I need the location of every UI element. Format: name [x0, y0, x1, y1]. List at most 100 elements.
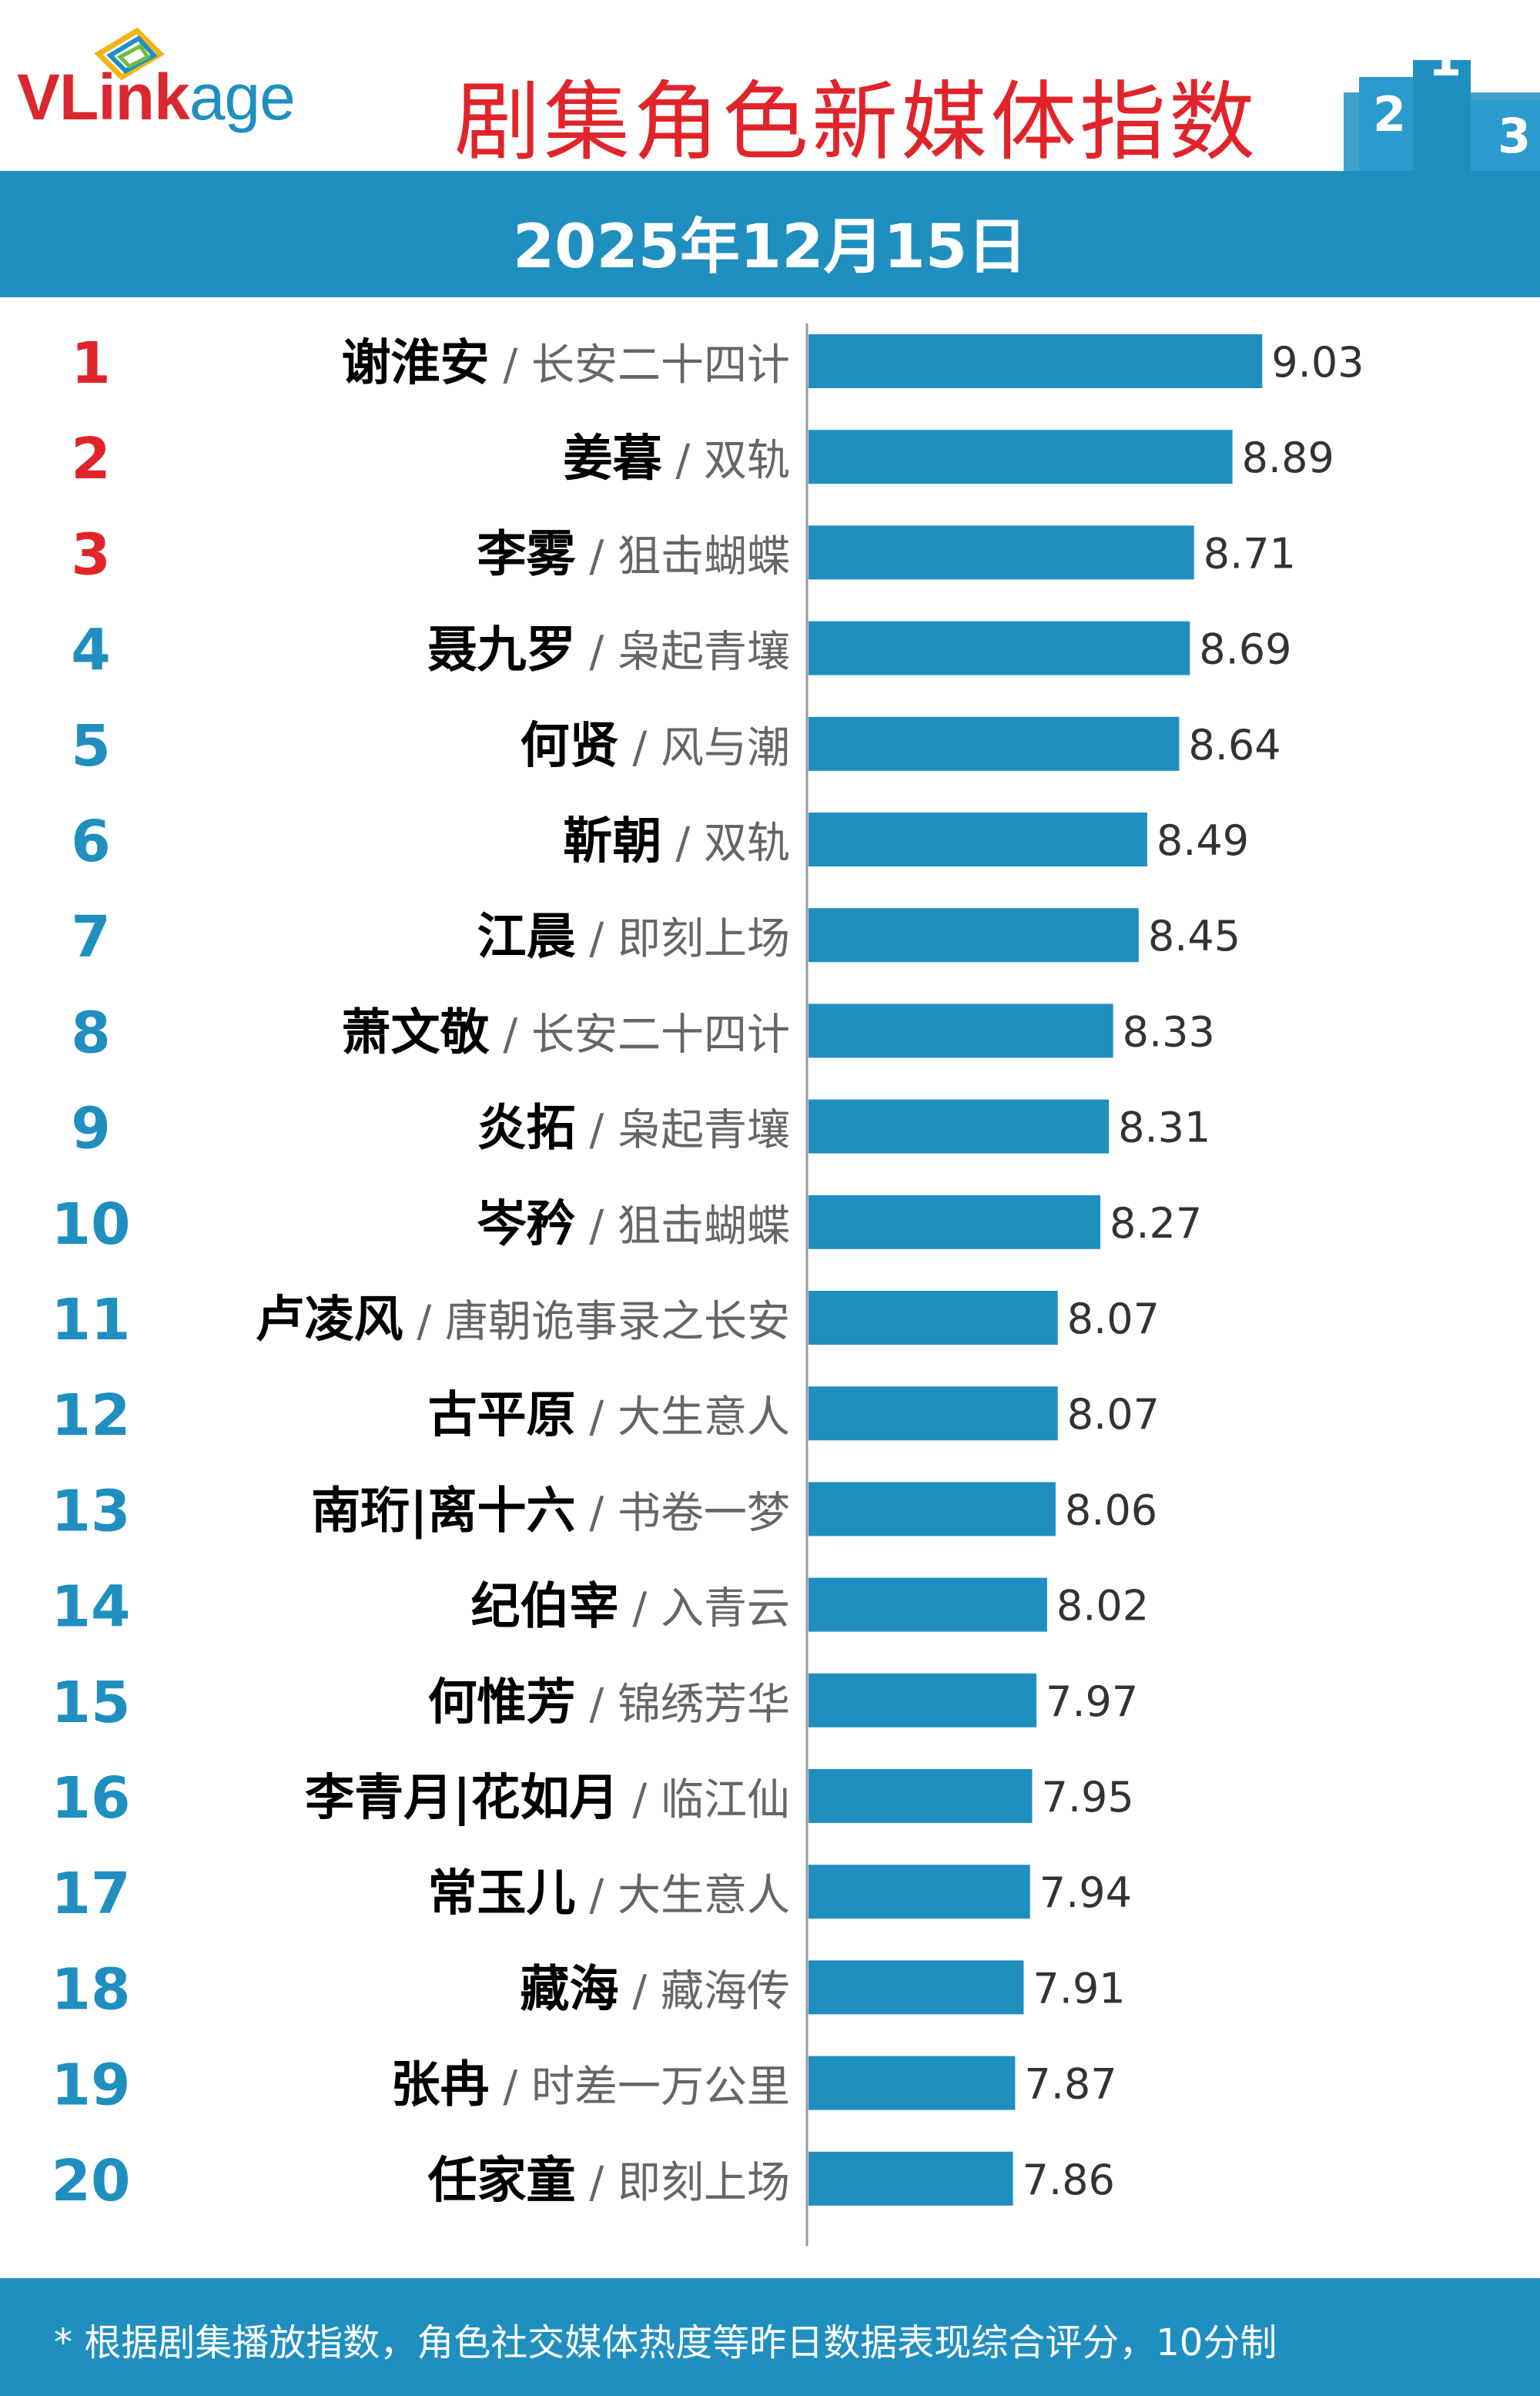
role-name: 张冉 [391, 2057, 490, 2114]
bar [808, 621, 1190, 675]
drama-name: / 风与潮 [619, 723, 790, 773]
value-label: 8.07 [1067, 1390, 1160, 1439]
drama-name: / 入青云 [619, 1584, 790, 1634]
bar [808, 334, 1263, 388]
value-label: 8.45 [1148, 912, 1240, 960]
rank-number: 1 [71, 330, 111, 397]
bar [808, 525, 1194, 580]
value-label: 8.31 [1118, 1104, 1210, 1152]
bar [808, 1577, 1047, 1632]
role-name: 何贤 [521, 718, 619, 775]
drama-name: / 双轨 [662, 819, 790, 869]
value-label: 9.03 [1271, 338, 1364, 387]
row-label: 聂九罗 / 枭起青壤 [428, 622, 790, 679]
rank-number: 3 [71, 521, 111, 588]
bar [808, 1673, 1037, 1727]
role-name: 李青月|花如月 [305, 1770, 618, 1827]
rank-number: 2 [71, 426, 111, 492]
svg-text:1: 1 [1428, 31, 1461, 87]
value-label: 7.86 [1023, 2156, 1115, 2204]
value-label: 8.02 [1056, 1582, 1149, 1630]
rank-number: 5 [71, 713, 111, 779]
role-name: 南珩|离十六 [311, 1483, 575, 1540]
drama-name: / 即刻上场 [576, 2158, 790, 2208]
svg-text:2: 2 [1373, 86, 1406, 142]
role-name: 卢凌风 [256, 1292, 403, 1349]
drama-name: / 藏海传 [619, 1966, 790, 2016]
rank-number: 18 [52, 1956, 131, 2022]
ranking-chart: 1 谢淮安 / 长安二十四计 9.03 2 姜暮 / 双轨 8.89 3 李雾 / 狙击蝴蝶 8… [52, 323, 1364, 2246]
row-label: 岑矜 / 狙击蝴蝶 [477, 1196, 790, 1253]
role-name: 谢淮安 [342, 335, 490, 392]
value-label: 8.33 [1123, 1007, 1215, 1056]
page-title: 剧集角色新媒体指数 [454, 72, 1258, 173]
date-band [0, 171, 1540, 297]
rank-number: 17 [52, 1861, 131, 1927]
role-name: 藏海 [521, 1961, 619, 2018]
role-name: 古平原 [428, 1387, 576, 1444]
value-label: 7.91 [1033, 1964, 1125, 2012]
drama-name: / 枭起青壤 [576, 1106, 790, 1156]
drama-name: / 狙击蝴蝶 [576, 531, 790, 581]
footer-band [0, 2278, 1540, 2396]
row-label: 纪伯宰 / 入青云 [471, 1579, 790, 1636]
role-name: 纪伯宰 [471, 1579, 619, 1636]
role-name: 江晨 [477, 909, 576, 966]
row-label: 何惟芳 / 锦绣芳华 [428, 1674, 790, 1731]
role-name: 常玉儿 [428, 1865, 576, 1922]
row-label: 靳朝 / 双轨 [564, 813, 790, 870]
row-label: 张冉 / 时差一万公里 [391, 2057, 790, 2114]
bar [808, 1865, 1030, 1919]
drama-name: / 双轨 [662, 436, 790, 486]
bar [808, 2056, 1016, 2110]
row-label: 常玉儿 / 大生意人 [428, 1865, 790, 1922]
drama-name: / 大生意人 [576, 1392, 790, 1443]
role-name: 萧文敬 [342, 1004, 490, 1061]
rank-number: 14 [52, 1574, 131, 1640]
drama-name: / 锦绣芳华 [576, 1680, 790, 1730]
row-label: 藏海 / 藏海传 [521, 1961, 790, 2018]
rank-number: 8 [71, 1000, 111, 1066]
value-label: 8.69 [1199, 625, 1291, 674]
podium-icon: 2 1 3 [1344, 31, 1540, 171]
drama-name: / 大生意人 [576, 1871, 790, 1921]
bar [808, 813, 1147, 866]
value-label: 7.97 [1046, 1677, 1138, 1726]
row-label: 炎拓 / 枭起青壤 [477, 1101, 790, 1158]
rank-number: 4 [71, 618, 111, 684]
value-label: 8.27 [1110, 1199, 1202, 1248]
rank-number: 16 [52, 1765, 131, 1831]
bar [808, 1099, 1110, 1154]
rank-number: 6 [71, 809, 111, 875]
bar [808, 716, 1180, 771]
role-name: 李雾 [477, 526, 577, 583]
row-label: 李雾 / 狙击蝴蝶 [477, 526, 790, 583]
bar [808, 1195, 1101, 1249]
row-label: 姜暮 / 双轨 [564, 431, 790, 488]
bar [808, 1769, 1033, 1823]
bar [808, 1482, 1056, 1536]
value-label: 8.06 [1065, 1486, 1157, 1534]
drama-name: / 唐朝诡事录之长安 [403, 1297, 790, 1347]
rank-number: 19 [52, 2053, 131, 2119]
report-date: 2025年12月15日 [512, 213, 1028, 282]
drama-name: / 即刻上场 [576, 914, 790, 964]
bar [808, 1960, 1024, 2015]
rank-number: 15 [52, 1670, 131, 1736]
drama-name: / 狙击蝴蝶 [576, 1201, 790, 1252]
drama-name: / 书卷一梦 [576, 1488, 790, 1538]
row-label: 萧文敬 / 长安二十四计 [342, 1004, 790, 1061]
row-label: 卢凌风 / 唐朝诡事录之长安 [256, 1292, 790, 1349]
logo-flag-icon [94, 27, 165, 81]
row-label: 南珩|离十六 / 书卷一梦 [311, 1483, 790, 1540]
rank-number: 13 [52, 1478, 131, 1544]
logo-v: V [17, 61, 60, 133]
role-name: 任家童 [428, 2153, 576, 2210]
bar [808, 1386, 1058, 1441]
role-name: 何惟芳 [428, 1674, 576, 1731]
rank-number: 7 [71, 904, 111, 970]
value-label: 7.94 [1040, 1868, 1132, 1917]
bar [808, 1291, 1058, 1345]
role-name: 炎拓 [477, 1101, 576, 1158]
bar [808, 2151, 1013, 2206]
